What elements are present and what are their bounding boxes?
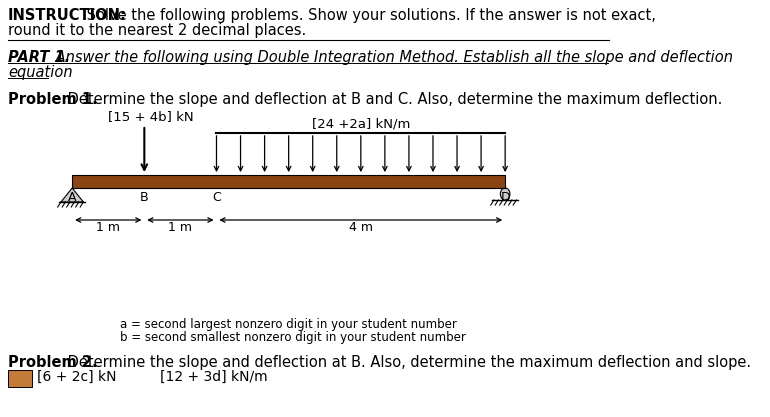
Polygon shape: [61, 188, 83, 202]
Text: Answer the following using Double Integration Method. Establish all the slope an: Answer the following using Double Integr…: [51, 50, 732, 65]
Text: PART 1.: PART 1.: [8, 50, 70, 65]
Text: D: D: [500, 191, 510, 204]
Text: Determine the slope and deflection at B and C. Also, determine the maximum defle: Determine the slope and deflection at B …: [63, 92, 723, 107]
Text: round it to the nearest 2 decimal places.: round it to the nearest 2 decimal places…: [8, 23, 306, 38]
Text: 4 m: 4 m: [349, 221, 373, 234]
Text: 1 m: 1 m: [169, 221, 192, 234]
Text: C: C: [212, 191, 221, 204]
Text: b = second smallest nonzero digit in your student number: b = second smallest nonzero digit in you…: [120, 331, 466, 344]
Text: Solve the following problems. Show your solutions. If the answer is not exact,: Solve the following problems. Show your …: [82, 8, 656, 23]
Text: A: A: [68, 191, 76, 204]
Text: a = second largest nonzero digit in your student number: a = second largest nonzero digit in your…: [120, 318, 457, 331]
Text: [6 + 2c] kN: [6 + 2c] kN: [37, 370, 116, 384]
Bar: [72, 175, 505, 188]
Bar: [8, 370, 32, 387]
Text: [15 + 4b] kN: [15 + 4b] kN: [109, 110, 194, 123]
Circle shape: [500, 188, 510, 200]
Text: 1 m: 1 m: [96, 221, 120, 234]
Text: INSTRUCTION:: INSTRUCTION:: [8, 8, 127, 23]
Text: Problem 2.: Problem 2.: [8, 355, 98, 370]
Text: [12 + 3d] kN/m: [12 + 3d] kN/m: [160, 370, 268, 384]
Text: Problem 1.: Problem 1.: [8, 92, 98, 107]
Text: B: B: [140, 191, 149, 204]
Text: [24 +2a] kN/m: [24 +2a] kN/m: [312, 117, 410, 130]
Text: Determine the slope and deflection at B. Also, determine the maximum deflection : Determine the slope and deflection at B.…: [63, 355, 752, 370]
Text: equation: equation: [8, 65, 72, 80]
